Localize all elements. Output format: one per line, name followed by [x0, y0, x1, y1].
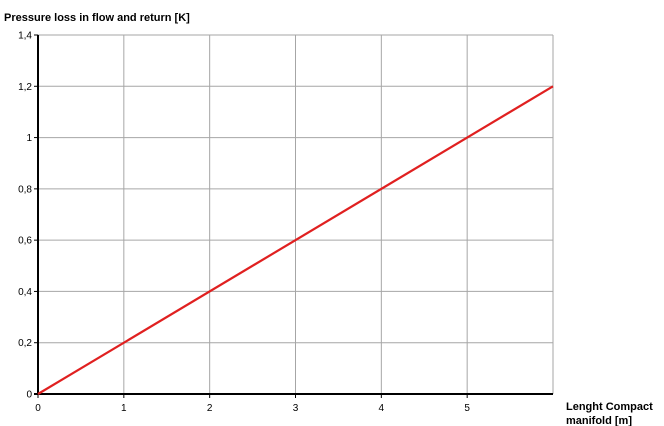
axes	[34, 35, 553, 395]
series-line	[37, 85, 554, 395]
y-tick-label: 0,4	[18, 287, 32, 298]
x-tick-label: 3	[293, 403, 299, 414]
grid-lines	[38, 34, 554, 394]
x-tick-label: 0	[35, 403, 41, 414]
y-tick-label: 1,2	[18, 82, 32, 93]
x-tick-label: 2	[207, 403, 213, 414]
x-tick-label: 5	[464, 403, 470, 414]
x-tick-label: 4	[379, 403, 385, 414]
x-tick-label: 1	[121, 403, 127, 414]
y-tick-label: 0,6	[18, 236, 32, 247]
y-tick-label: 0,2	[18, 338, 32, 349]
x-axis-title-line-1: Lenght Compact	[566, 401, 653, 413]
y-tick-label: 0,8	[18, 184, 32, 195]
data-series	[37, 85, 554, 395]
y-axis-title: Pressure loss in flow and return [K]	[4, 12, 190, 24]
y-tick-label: 1,4	[18, 31, 32, 42]
y-tick-label: 1	[26, 133, 32, 144]
y-tick-label: 0	[26, 390, 32, 401]
x-axis-title-line-2: manifold [m]	[566, 415, 632, 426]
tick-labels: 0 0,2 0,4 0,6 0,8 1 1,2 1,4 0 1 2 3 4 5	[18, 31, 470, 415]
